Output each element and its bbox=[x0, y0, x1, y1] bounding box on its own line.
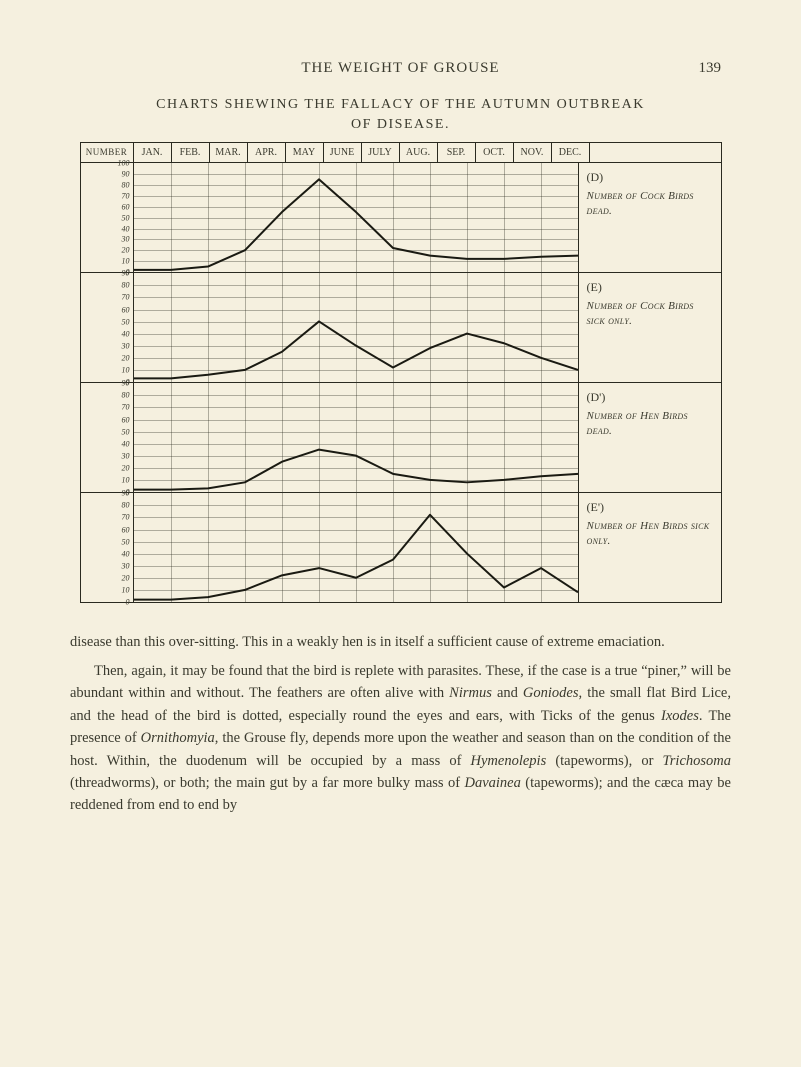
y-tick-label: 60 bbox=[122, 525, 130, 534]
month-header: NOV. bbox=[514, 143, 552, 162]
y-tick-label: 20 bbox=[122, 246, 130, 255]
p2-g: (threadworms), or both; the main gut by … bbox=[70, 775, 465, 791]
p2-i2: Goniodes bbox=[523, 685, 579, 701]
grid-area bbox=[134, 383, 579, 492]
month-header: SEP. bbox=[438, 143, 476, 162]
y-tick-label: 70 bbox=[122, 513, 130, 522]
chart-line bbox=[134, 450, 578, 490]
y-tick-label: 70 bbox=[122, 191, 130, 200]
y-tick-label: 10 bbox=[122, 366, 130, 375]
p2-i3: Ixodes bbox=[661, 708, 699, 724]
y-tick-label: 30 bbox=[122, 451, 130, 460]
y-tick-label: 60 bbox=[122, 202, 130, 211]
y-tick-label: 20 bbox=[122, 573, 130, 582]
panel-desc: Number of Hen Birds sick only. bbox=[587, 519, 713, 549]
chart-title: CHARTS SHEWING THE FALLACY OF THE AUTUMN… bbox=[70, 95, 731, 134]
month-header: MAR. bbox=[210, 143, 248, 162]
y-tick-label: 80 bbox=[122, 501, 130, 510]
y-scale: 9080706050403020100 bbox=[81, 273, 134, 382]
y-tick-label: 10 bbox=[122, 257, 130, 266]
chart-container: NUMBER JAN.FEB.MAR.APR.MAYJUNEJULYAUG.SE… bbox=[80, 142, 722, 603]
month-header: JUNE bbox=[324, 143, 362, 162]
p2-i1: Nirmus bbox=[449, 685, 492, 701]
panel-code: (D') bbox=[587, 389, 713, 405]
p2-i7: Davainea bbox=[465, 775, 521, 791]
panel-desc: Number of Cock Birds sick only. bbox=[587, 299, 713, 329]
grid-area bbox=[134, 273, 579, 382]
y-tick-label: 50 bbox=[122, 317, 130, 326]
paragraph-1: disease than this over-sitting. This in … bbox=[70, 631, 731, 653]
y-tick-label: 80 bbox=[122, 391, 130, 400]
chart-panel: 9080706050403020100(E)Number of Cock Bir… bbox=[81, 273, 721, 383]
panel-desc: Number of Cock Birds dead. bbox=[587, 189, 713, 219]
y-tick-label: 60 bbox=[122, 305, 130, 314]
y-tick-label: 80 bbox=[122, 281, 130, 290]
panel-label: (D') Number of Hen Birds dead. bbox=[579, 383, 721, 492]
p2-i5: Hymenolepis bbox=[471, 753, 547, 769]
y-scale: 1009080706050403020100 bbox=[81, 163, 134, 272]
y-tick-label: 50 bbox=[122, 427, 130, 436]
desc-header bbox=[590, 143, 721, 162]
y-tick-label: 90 bbox=[122, 269, 130, 278]
y-tick-label: 30 bbox=[122, 341, 130, 350]
month-header: MAY bbox=[286, 143, 324, 162]
chart-title-line2: OF DISEASE. bbox=[70, 115, 731, 135]
month-header: JULY bbox=[362, 143, 400, 162]
chart-line bbox=[134, 180, 578, 270]
panel-label: (E) Number of Cock Birds sick only. bbox=[579, 273, 721, 382]
panel-label: (D) Number of Cock Birds dead. bbox=[579, 163, 721, 272]
y-tick-label: 80 bbox=[122, 180, 130, 189]
y-tick-label: 20 bbox=[122, 353, 130, 362]
p2-i6: Trichosoma bbox=[663, 753, 732, 769]
y-tick-label: 40 bbox=[122, 439, 130, 448]
y-scale: 9080706050403020100 bbox=[81, 493, 134, 602]
chart-panel: 1009080706050403020100(D)Number of Cock … bbox=[81, 163, 721, 273]
y-tick-label: 40 bbox=[122, 329, 130, 338]
paragraph-2: Then, again, it may be found that the bi… bbox=[70, 660, 731, 817]
y-tick-label: 90 bbox=[122, 379, 130, 388]
month-header: JAN. bbox=[134, 143, 172, 162]
month-header: FEB. bbox=[172, 143, 210, 162]
grid-area bbox=[134, 493, 579, 602]
p2-i4: Ornithomyia bbox=[141, 730, 215, 746]
y-tick-label: 20 bbox=[122, 463, 130, 472]
y-scale: 9080706050403020100 bbox=[81, 383, 134, 492]
y-tick-label: 90 bbox=[122, 170, 130, 179]
month-header: APR. bbox=[248, 143, 286, 162]
p2-b: and bbox=[492, 685, 523, 701]
chart-header-row: NUMBER JAN.FEB.MAR.APR.MAYJUNEJULYAUG.SE… bbox=[81, 143, 721, 163]
chart-line bbox=[134, 322, 578, 379]
month-header: AUG. bbox=[400, 143, 438, 162]
grid-area bbox=[134, 163, 579, 272]
panel-code: (D) bbox=[587, 169, 713, 185]
y-tick-label: 50 bbox=[122, 213, 130, 222]
panel-code: (E') bbox=[587, 499, 713, 515]
panel-desc: Number of Hen Birds dead. bbox=[587, 409, 713, 439]
y-tick-label: 40 bbox=[122, 224, 130, 233]
y-tick-label: 30 bbox=[122, 561, 130, 570]
month-header: OCT. bbox=[476, 143, 514, 162]
panel-label: (E') Number of Hen Birds sick only. bbox=[579, 493, 721, 602]
y-tick-label: 70 bbox=[122, 293, 130, 302]
y-tick-label: 70 bbox=[122, 403, 130, 412]
body-text: disease than this over-sitting. This in … bbox=[70, 631, 731, 817]
p2-f: (tapeworms), or bbox=[546, 753, 662, 769]
y-tick-label: 30 bbox=[122, 235, 130, 244]
y-tick-label: 100 bbox=[118, 159, 130, 168]
y-tick-label: 50 bbox=[122, 537, 130, 546]
y-tick-label: 40 bbox=[122, 549, 130, 558]
month-header: DEC. bbox=[552, 143, 590, 162]
y-tick-label: 0 bbox=[126, 598, 130, 607]
running-head: THE WEIGHT OF GROUSE bbox=[70, 60, 731, 77]
chart-title-line1: CHARTS SHEWING THE FALLACY OF THE AUTUMN… bbox=[70, 95, 731, 115]
page-number: 139 bbox=[699, 60, 722, 77]
y-tick-label: 10 bbox=[122, 476, 130, 485]
y-tick-label: 10 bbox=[122, 586, 130, 595]
y-tick-label: 60 bbox=[122, 415, 130, 424]
chart-panel: 9080706050403020100(D')Number of Hen Bir… bbox=[81, 383, 721, 493]
chart-line bbox=[134, 515, 578, 600]
panel-code: (E) bbox=[587, 279, 713, 295]
y-tick-label: 90 bbox=[122, 489, 130, 498]
chart-panel: 9080706050403020100(E')Number of Hen Bir… bbox=[81, 493, 721, 602]
